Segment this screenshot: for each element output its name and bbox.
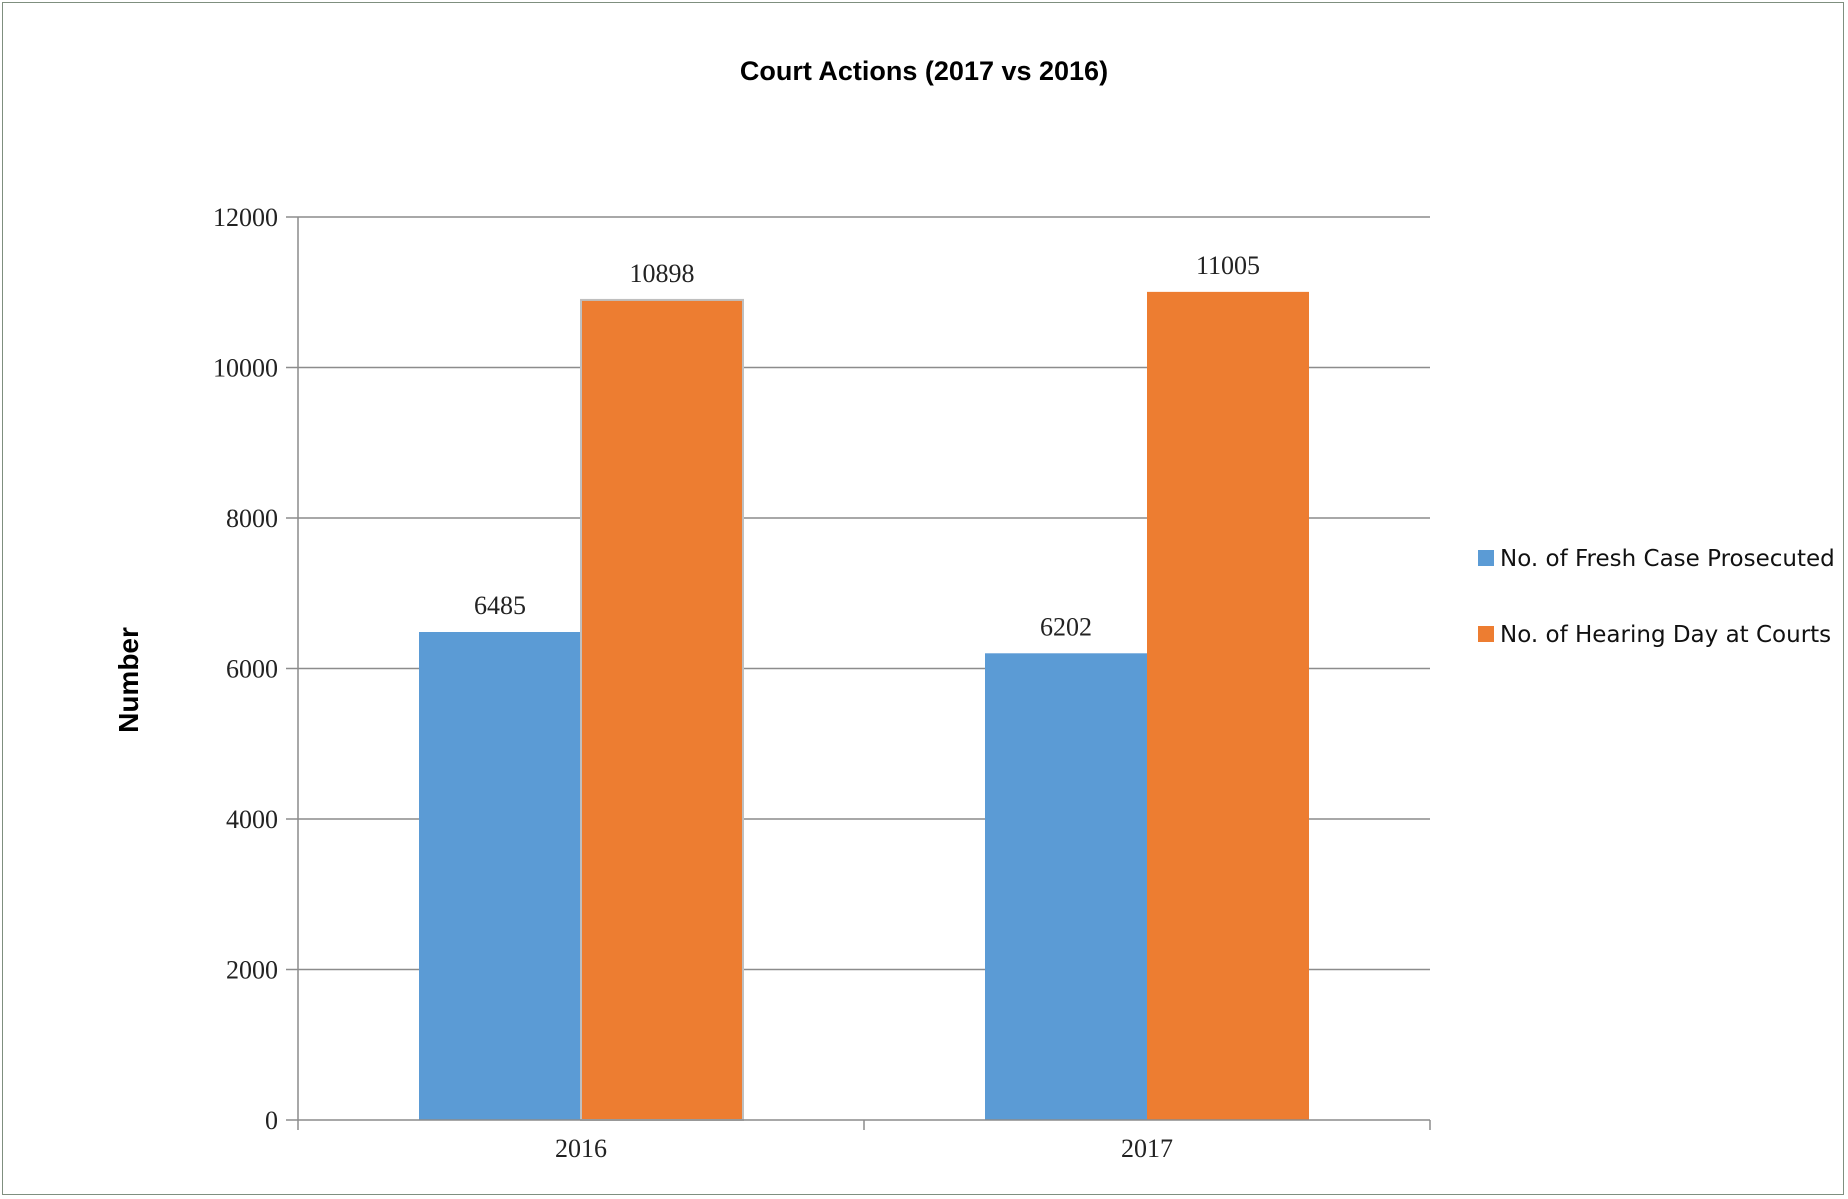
legend-swatch — [1478, 550, 1494, 566]
bar-series-0-2017 — [985, 653, 1147, 1120]
chart-title: Court Actions (2017 vs 2016) — [740, 56, 1108, 86]
y-tick-label: 10000 — [213, 354, 278, 383]
data-label: 6485 — [474, 591, 526, 620]
bar-series-0-2016 — [419, 632, 581, 1120]
y-tick-label: 8000 — [226, 504, 278, 533]
y-tick-label: 12000 — [213, 203, 278, 232]
data-label: 11005 — [1196, 251, 1260, 280]
legend-label: No. of Hearing Day at Courts — [1500, 622, 1831, 648]
data-label: 10898 — [630, 259, 695, 288]
data-labels: 6485 6202 10898 11005 — [474, 251, 1260, 641]
legend-swatch — [1478, 626, 1494, 642]
data-label: 6202 — [1040, 612, 1092, 641]
x-tick-labels: 2016 2017 — [555, 1134, 1173, 1163]
y-axis-label: Number — [113, 627, 144, 733]
y-tick-label: 6000 — [226, 655, 278, 684]
x-tick-label: 2017 — [1121, 1134, 1173, 1163]
y-tick-label: 2000 — [226, 956, 278, 985]
bar-series-1-2017 — [1147, 291, 1309, 1120]
y-tick-labels: 0 2000 4000 6000 8000 10000 12000 — [213, 203, 278, 1135]
bar-series-1-2016 — [580, 298, 744, 1122]
legend-label: No. of Fresh Case Prosecuted — [1500, 546, 1835, 572]
legend: No. of Fresh Case Prosecuted No. of Heari… — [1478, 546, 1835, 648]
y-tick-label: 0 — [265, 1106, 278, 1135]
y-tick-label: 4000 — [226, 805, 278, 834]
x-tick-label: 2016 — [555, 1134, 607, 1163]
bars — [419, 291, 1309, 1122]
axes — [297, 217, 1431, 1130]
